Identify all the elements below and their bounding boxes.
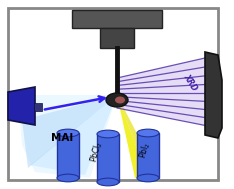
Polygon shape	[18, 95, 117, 178]
Text: MAI: MAI	[51, 133, 73, 143]
Bar	[100, 28, 134, 48]
Bar	[97, 134, 119, 182]
Ellipse shape	[106, 93, 128, 107]
Polygon shape	[8, 87, 35, 125]
Polygon shape	[205, 52, 222, 138]
Bar	[57, 133, 79, 178]
Ellipse shape	[137, 174, 159, 182]
Polygon shape	[117, 58, 218, 128]
Bar	[72, 10, 162, 28]
Text: XRD: XRD	[181, 72, 199, 92]
Ellipse shape	[115, 97, 125, 104]
Polygon shape	[22, 95, 117, 168]
Ellipse shape	[97, 130, 119, 138]
Ellipse shape	[137, 129, 159, 137]
Ellipse shape	[57, 174, 79, 182]
Text: PbI$_2$: PbI$_2$	[137, 140, 153, 160]
Polygon shape	[117, 95, 160, 178]
Ellipse shape	[57, 129, 79, 137]
Text: PbCl$_2$: PbCl$_2$	[88, 140, 106, 164]
Polygon shape	[30, 95, 117, 175]
Bar	[8, 8, 218, 180]
Bar	[34, 103, 42, 111]
Polygon shape	[117, 95, 148, 178]
Ellipse shape	[97, 178, 119, 186]
Bar	[137, 133, 159, 178]
